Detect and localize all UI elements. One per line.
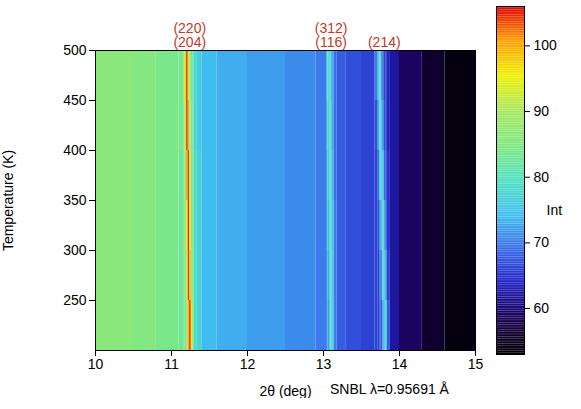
svg-text:70: 70 [534,234,550,250]
svg-text:500: 500 [63,42,87,58]
svg-text:350: 350 [63,192,87,208]
svg-text:80: 80 [534,169,550,185]
svg-text:2θ (deg): 2θ (deg) [259,383,311,399]
svg-text:(214): (214) [368,34,401,50]
svg-text:300: 300 [63,242,87,258]
svg-text:13: 13 [316,356,332,372]
svg-text:Temperature (K): Temperature (K) [0,150,16,251]
svg-text:15: 15 [468,356,484,372]
svg-text:14: 14 [392,356,408,372]
svg-text:10: 10 [88,356,104,372]
svg-text:450: 450 [63,92,87,108]
svg-text:100: 100 [534,37,558,53]
svg-text:90: 90 [534,103,550,119]
svg-text:(220)(204): (220)(204) [173,20,206,50]
svg-text:250: 250 [63,292,87,308]
svg-text:400: 400 [63,142,87,158]
svg-text:11: 11 [164,356,179,372]
svg-text:60: 60 [534,300,550,316]
svg-text:(312)(116): (312)(116) [315,20,348,50]
svg-text:12: 12 [240,356,256,372]
html-text:SNBL λ=0.95691 Å: SNBL λ=0.95691 Å [330,381,449,397]
svg-text:Int: Int [547,202,563,218]
